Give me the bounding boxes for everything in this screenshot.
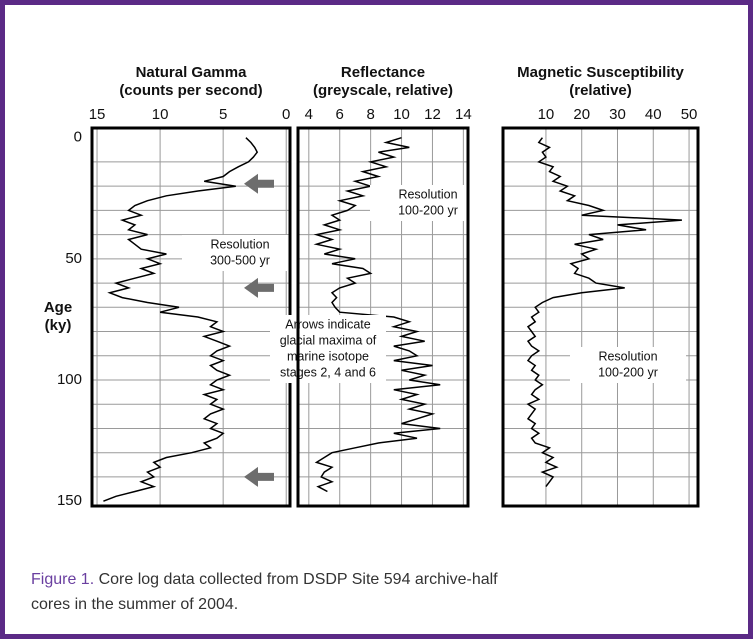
y-axis-label: Age — [44, 299, 72, 316]
caption-text: Core log data collected from DSDP Site 5… — [31, 571, 498, 613]
x-tick-label: 5 — [219, 106, 227, 123]
x-tick-label: 15 — [89, 106, 106, 123]
x-tick-label: 40 — [645, 106, 662, 123]
annotation: 300-500 yr — [210, 253, 270, 267]
annotation: 100-200 yr — [598, 365, 658, 379]
x-tick-label: 10 — [393, 106, 410, 123]
x-tick-label: 10 — [152, 106, 169, 123]
y-tick-label: 0 — [74, 129, 82, 146]
panel-title: (counts per second) — [119, 82, 262, 99]
x-tick-label: 14 — [455, 106, 472, 123]
panel-title: Magnetic Susceptibility — [517, 64, 684, 81]
annotation-bg — [570, 347, 686, 383]
annotation-bg — [182, 235, 298, 271]
annotation: glacial maxima of — [280, 333, 377, 347]
annotation-bg — [270, 315, 386, 383]
y-tick-label: 150 — [57, 492, 82, 509]
x-tick-label: 50 — [681, 106, 698, 123]
caption-label: Figure 1. — [31, 571, 95, 588]
x-tick-label: 30 — [609, 106, 626, 123]
x-tick-label: 12 — [424, 106, 441, 123]
panel-title: (relative) — [569, 82, 632, 99]
data-line — [313, 136, 441, 493]
panel-frame — [296, 126, 470, 508]
y-axis-label: (ky) — [45, 317, 72, 334]
x-tick-label: 0 — [282, 106, 290, 123]
annotation: 100-200 yr — [398, 203, 458, 217]
x-tick-label: 4 — [305, 106, 313, 123]
panel-title: (greyscale, relative) — [313, 82, 453, 99]
arrow — [244, 277, 274, 298]
annotation: Resolution — [398, 187, 457, 201]
annotation: stages 2, 4 and 6 — [280, 365, 376, 379]
y-tick-label: 100 — [57, 371, 82, 388]
x-tick-label: 8 — [366, 106, 374, 123]
data-line — [103, 137, 259, 502]
x-tick-label: 6 — [336, 106, 344, 123]
x-tick-label: 20 — [573, 106, 590, 123]
annotation: marine isotope — [287, 349, 369, 363]
x-tick-label: 10 — [538, 106, 555, 123]
panel-frame — [501, 126, 700, 508]
y-tick-label: 50 — [65, 250, 82, 267]
panel-title: Reflectance — [341, 64, 425, 81]
annotation: Resolution — [210, 237, 269, 251]
annotation: Resolution — [598, 349, 657, 363]
data-line — [526, 137, 682, 488]
arrow — [244, 173, 274, 194]
arrow — [244, 466, 274, 487]
caption: Figure 1. Core log data collected from D… — [31, 567, 531, 617]
annotation: Arrows indicate — [285, 317, 370, 331]
panel-title: Natural Gamma — [136, 64, 248, 81]
